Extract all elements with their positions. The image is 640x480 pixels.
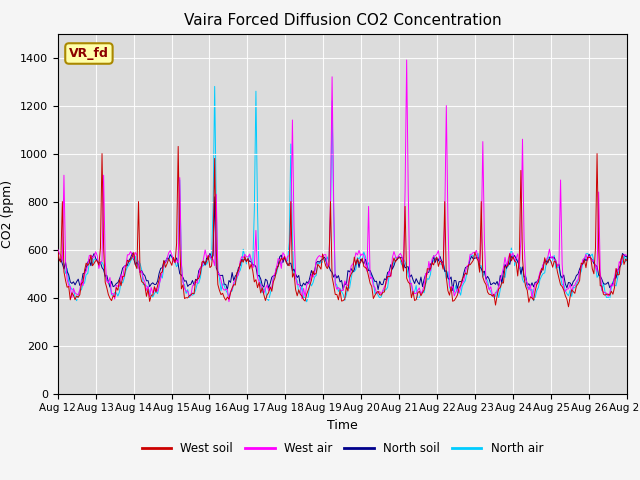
X-axis label: Time: Time (327, 419, 358, 432)
Text: VR_fd: VR_fd (69, 47, 109, 60)
Y-axis label: CO2 (ppm): CO2 (ppm) (1, 180, 14, 248)
Title: Vaira Forced Diffusion CO2 Concentration: Vaira Forced Diffusion CO2 Concentration (184, 13, 501, 28)
Legend: West soil, West air, North soil, North air: West soil, West air, North soil, North a… (137, 437, 548, 460)
